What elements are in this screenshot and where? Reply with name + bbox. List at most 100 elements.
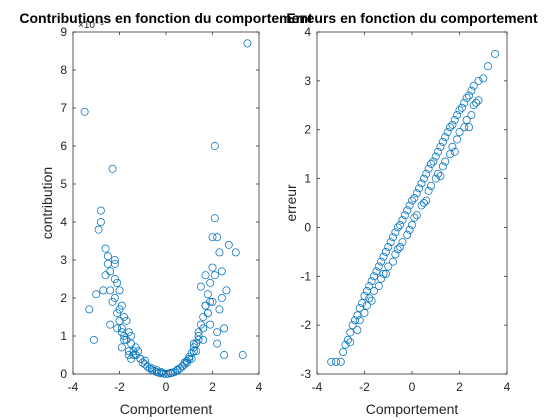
- left-data-point: [180, 358, 189, 367]
- right-data-point: [412, 189, 421, 198]
- right-data-point: [384, 262, 393, 271]
- left-data-point: [124, 328, 133, 337]
- right-data-point: [339, 348, 348, 356]
- left-y-tick-label: 1: [60, 329, 67, 343]
- left-data-point: [199, 313, 208, 321]
- right-data-point: [410, 213, 419, 222]
- right-data-point: [455, 106, 464, 115]
- left-data-point: [220, 351, 229, 359]
- right-data-point: [467, 111, 476, 120]
- left-data-point: [224, 240, 233, 249]
- right-data-point: [398, 216, 407, 225]
- right-data-point: [479, 74, 488, 83]
- right-data-point: [336, 357, 345, 366]
- right-data-point: [431, 152, 440, 161]
- right-y-tick-label: -2: [300, 318, 311, 332]
- right-data-point: [457, 103, 466, 112]
- left-data-point: [117, 301, 126, 310]
- right-data-point: [422, 196, 431, 205]
- right-data-point: [391, 228, 400, 237]
- left-data-point: [103, 252, 112, 261]
- right-data-point: [427, 159, 435, 168]
- left-x-axis-label: Comportement: [120, 401, 213, 417]
- right-data-point: [453, 111, 462, 120]
- right-data-point: [381, 247, 390, 256]
- left-data-point: [217, 267, 226, 276]
- left-data-point: [148, 364, 157, 373]
- right-x-tick-label: -4: [312, 380, 323, 394]
- right-data-point: [360, 308, 369, 317]
- right-data-point: [405, 225, 414, 234]
- right-axes: -4 -2 0 2 4 -3 -2 -1 0 1 2 3 4 Comportement erreur: [283, 25, 511, 417]
- left-data-point: [115, 305, 124, 314]
- left-plot-frame: [72, 31, 260, 375]
- left-data-point: [96, 206, 105, 215]
- left-data-point: [215, 248, 224, 257]
- right-data-point: [346, 328, 355, 337]
- right-data-point: [365, 282, 374, 291]
- left-data-point: [210, 271, 219, 280]
- right-y-tick-label: -1: [300, 269, 311, 283]
- right-data-point: [450, 115, 459, 124]
- right-data-point: [431, 174, 440, 183]
- right-data-point: [362, 301, 371, 310]
- right-data-point: [491, 50, 500, 58]
- left-data-point: [96, 218, 105, 226]
- left-data-point: [199, 335, 208, 344]
- left-data-point: [173, 365, 182, 374]
- right-data-point: [460, 123, 469, 132]
- right-data-point: [422, 169, 431, 178]
- left-y-tick-label: 5: [60, 177, 67, 191]
- right-y-tick-label: 2: [304, 123, 311, 137]
- right-data-point: [467, 86, 476, 95]
- left-y-tick-label: 6: [60, 139, 67, 153]
- left-data-point: [210, 214, 219, 223]
- left-data-point: [106, 286, 115, 295]
- left-data-point: [157, 368, 166, 377]
- right-y-ticks: -3 -2 -1 0 1 2 3 4: [300, 25, 507, 381]
- left-data-point: [206, 278, 215, 287]
- left-data-point: [194, 328, 203, 337]
- left-data-point: [231, 248, 240, 257]
- left-y-tick-label: 9: [60, 25, 67, 39]
- left-data-point: [113, 309, 122, 318]
- left-data-point: [89, 335, 98, 344]
- right-data-point: [434, 169, 443, 178]
- left-data-point: [180, 360, 189, 369]
- left-data-point: [92, 290, 101, 299]
- right-y-tick-label: 0: [304, 220, 311, 234]
- left-data-point: [110, 259, 119, 268]
- left-data-point: [203, 309, 212, 318]
- right-data-point: [412, 211, 421, 220]
- left-y-tick-label: 8: [60, 63, 67, 77]
- right-data-point: [377, 257, 386, 266]
- left-data-point: [136, 354, 145, 363]
- right-data-point: [353, 326, 362, 335]
- left-data-point: [110, 275, 119, 283]
- left-data-point: [117, 343, 126, 352]
- right-data-point: [379, 269, 388, 278]
- right-data-point: [438, 137, 447, 146]
- right-data-point: [374, 282, 383, 291]
- right-data-point: [367, 277, 376, 286]
- left-data-point: [182, 356, 191, 365]
- left-x-tick-label: 4: [256, 380, 263, 394]
- left-exponent-label: ×10⁻³: [78, 20, 104, 31]
- right-data-point: [372, 267, 381, 276]
- left-data-point: [182, 358, 191, 367]
- right-data-point: [448, 142, 457, 151]
- left-data-point: [129, 347, 138, 356]
- right-data-point: [474, 96, 483, 105]
- left-data-point: [141, 356, 150, 365]
- right-data-point: [393, 245, 402, 254]
- left-data-point: [113, 278, 122, 287]
- right-data-point: [370, 272, 378, 281]
- left-data-point: [196, 282, 205, 291]
- left-data-point: [201, 301, 210, 310]
- left-data-point: [192, 339, 201, 348]
- right-data-points: [327, 50, 500, 366]
- right-data-point: [343, 335, 352, 344]
- right-data-point: [436, 142, 445, 151]
- left-data-point: [238, 351, 247, 359]
